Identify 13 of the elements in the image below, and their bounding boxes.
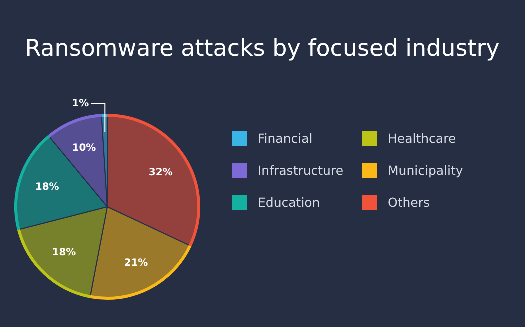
legend-label: Municipality <box>388 163 464 178</box>
legend-label: Education <box>258 195 320 210</box>
legend-label: Others <box>388 195 430 210</box>
legend-label: Infrastructure <box>258 163 344 178</box>
data-label: 10% <box>72 142 96 154</box>
chart-title: Ransomware attacks by focused industry <box>24 36 501 62</box>
legend-label: Financial <box>258 131 313 146</box>
data-label: 18% <box>52 248 76 259</box>
data-label: 32% <box>148 168 173 179</box>
data-label: 1% <box>72 98 90 110</box>
data-label: 18% <box>35 182 60 194</box>
data-label: 21% <box>124 258 148 269</box>
legend-label: Healthcare <box>388 131 456 146</box>
